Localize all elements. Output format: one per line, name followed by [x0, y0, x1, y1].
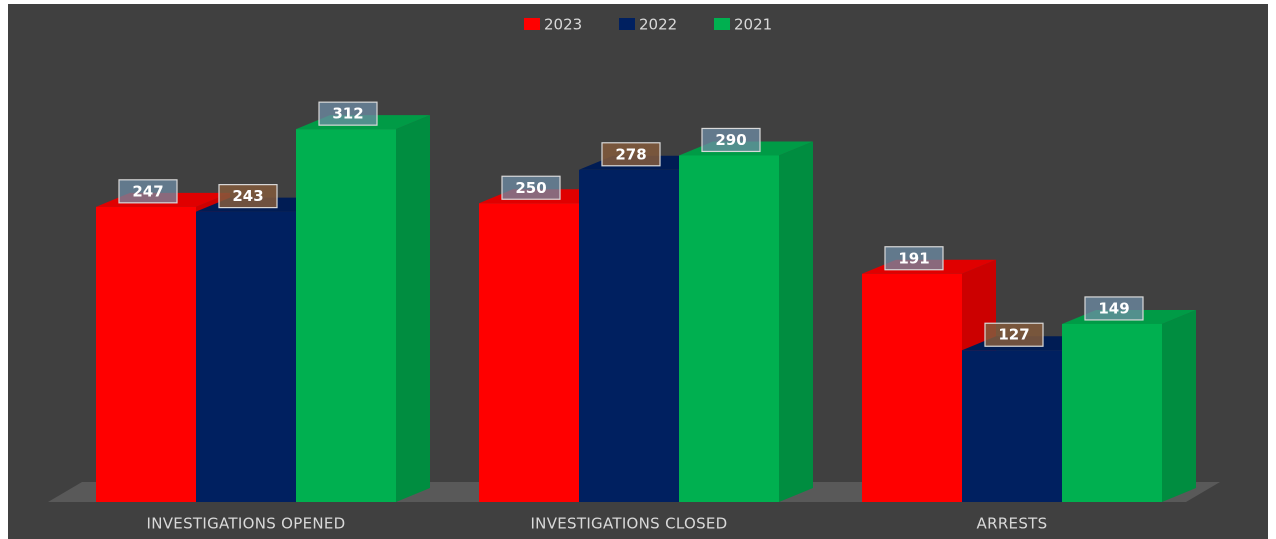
data-label: 127 [998, 326, 1029, 344]
x-tick-label: INVESTIGATIONS OPENED [147, 515, 346, 533]
legend-swatch [714, 18, 730, 30]
data-label-box [118, 179, 178, 204]
legend-label: 2022 [639, 16, 677, 34]
bar-front [679, 155, 779, 502]
data-label: 312 [332, 105, 363, 123]
data-label: 191 [898, 249, 929, 267]
data-label: 250 [515, 179, 546, 197]
bar-front [196, 211, 296, 503]
legend-swatch [619, 18, 635, 30]
bar-side [396, 115, 430, 502]
data-label-box [701, 127, 761, 153]
data-label: 149 [1098, 299, 1129, 317]
legend-label: 2021 [734, 16, 772, 34]
data-label-box [218, 184, 278, 209]
bar-front [479, 203, 579, 502]
bar-side [1162, 309, 1196, 502]
x-tick-label: ARRESTS [977, 515, 1048, 533]
bar [679, 141, 813, 502]
bar-front [296, 129, 396, 502]
bar [1062, 309, 1196, 502]
bar-front [579, 169, 679, 503]
data-label: 243 [232, 187, 263, 205]
x-tick-label: INVESTIGATIONS CLOSED [530, 515, 727, 533]
data-label: 278 [615, 145, 646, 163]
legend-label: 2023 [544, 16, 582, 34]
data-label: 247 [132, 182, 163, 200]
data-label-box [501, 175, 561, 200]
bar-front [962, 350, 1062, 502]
legend-swatch [524, 18, 540, 30]
data-label-box [884, 246, 944, 271]
bar-side [779, 141, 813, 502]
data-label-box [984, 322, 1044, 347]
bar-front [862, 273, 962, 502]
data-label-box [318, 101, 378, 126]
bar [296, 115, 430, 502]
bar-front [96, 206, 196, 502]
bar-front [1062, 323, 1162, 502]
data-label-box [1084, 296, 1144, 321]
data-label: 290 [715, 131, 746, 149]
data-label-box [601, 142, 661, 167]
